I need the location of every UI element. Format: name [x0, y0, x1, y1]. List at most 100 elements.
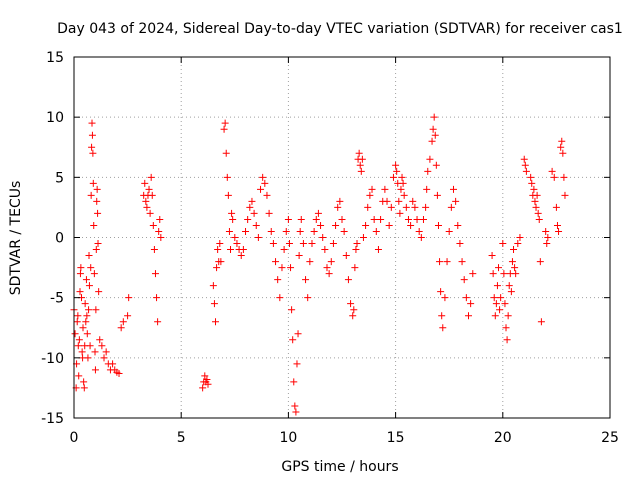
data-point	[492, 300, 500, 308]
data-point	[443, 258, 451, 266]
data-point	[222, 149, 230, 157]
data-point	[557, 143, 565, 151]
data-point	[86, 342, 94, 350]
data-point	[504, 312, 512, 320]
data-point	[92, 246, 100, 254]
data-point	[87, 191, 95, 199]
y-axis-label: SDTVAR / TECUs	[8, 181, 24, 296]
data-point	[257, 185, 265, 193]
data-point	[385, 221, 393, 229]
data-point	[84, 354, 92, 362]
data-point	[430, 113, 438, 121]
data-point	[78, 348, 86, 356]
data-point	[362, 221, 370, 229]
y-tick-label: 15	[46, 50, 64, 66]
data-point	[508, 258, 516, 266]
data-point	[302, 276, 310, 284]
data-point	[460, 276, 468, 284]
data-point	[398, 173, 406, 181]
data-point	[75, 372, 83, 380]
data-point	[411, 203, 419, 211]
data-point	[252, 221, 260, 229]
y-tick-label: -15	[41, 411, 64, 427]
data-point	[537, 318, 545, 326]
data-point	[447, 203, 455, 211]
data-point	[90, 270, 98, 278]
data-point	[227, 246, 235, 254]
data-point	[544, 234, 552, 241]
data-point	[91, 366, 99, 374]
x-tick-label: 5	[177, 430, 186, 446]
data-point	[428, 137, 436, 145]
data-point	[274, 276, 282, 284]
data-point	[402, 203, 410, 211]
data-point	[514, 240, 522, 248]
data-point	[469, 270, 477, 278]
data-point	[102, 348, 110, 356]
data-point	[233, 240, 241, 248]
data-point	[246, 203, 254, 211]
data-point	[543, 240, 551, 248]
data-point	[115, 369, 123, 377]
data-point	[383, 197, 391, 205]
x-tick-label: 0	[70, 430, 79, 446]
data-point	[370, 215, 378, 223]
data-point	[288, 306, 296, 314]
data-point	[449, 185, 457, 193]
data-point	[528, 179, 536, 187]
data-point	[491, 312, 499, 320]
data-point	[155, 227, 163, 235]
data-point	[278, 264, 286, 272]
data-point	[535, 215, 543, 223]
data-point	[89, 149, 97, 157]
data-point	[204, 380, 212, 388]
data-point	[399, 179, 407, 187]
data-point	[323, 264, 331, 272]
y-tick-label: 10	[46, 110, 64, 126]
data-point	[429, 125, 437, 133]
data-point	[327, 258, 335, 266]
data-point	[217, 258, 225, 266]
data-point	[141, 179, 149, 187]
data-point	[561, 191, 569, 199]
data-point	[239, 246, 247, 254]
data-point	[555, 227, 563, 235]
data-point	[445, 227, 453, 235]
data-point	[496, 306, 504, 314]
data-point	[558, 137, 566, 145]
data-point	[350, 306, 358, 314]
x-tick-label: 25	[601, 430, 619, 446]
data-point	[527, 173, 535, 181]
data-point	[434, 221, 442, 229]
data-point	[225, 227, 233, 235]
data-point	[223, 173, 231, 181]
data-point	[297, 215, 305, 223]
data-point	[467, 300, 475, 308]
data-point	[426, 155, 434, 163]
data-point	[143, 203, 151, 211]
data-point	[304, 294, 312, 302]
data-point	[83, 330, 91, 338]
data-point	[244, 215, 252, 223]
data-point	[351, 264, 359, 272]
data-point	[83, 312, 91, 320]
data-point	[92, 306, 100, 314]
data-point	[512, 270, 520, 278]
data-point	[82, 276, 90, 284]
data-point	[433, 191, 441, 199]
data-point	[280, 246, 288, 254]
data-point	[148, 191, 156, 199]
data-point	[88, 143, 96, 151]
y-tick-label: 5	[55, 170, 64, 186]
data-point	[456, 240, 464, 248]
data-point	[332, 221, 340, 229]
data-point	[342, 252, 350, 260]
data-point	[531, 197, 539, 205]
data-point	[436, 258, 444, 266]
data-point	[267, 227, 275, 235]
data-point	[250, 209, 258, 217]
data-point	[552, 203, 560, 211]
data-point	[364, 203, 372, 211]
data-point	[263, 191, 271, 199]
data-point	[289, 336, 297, 344]
